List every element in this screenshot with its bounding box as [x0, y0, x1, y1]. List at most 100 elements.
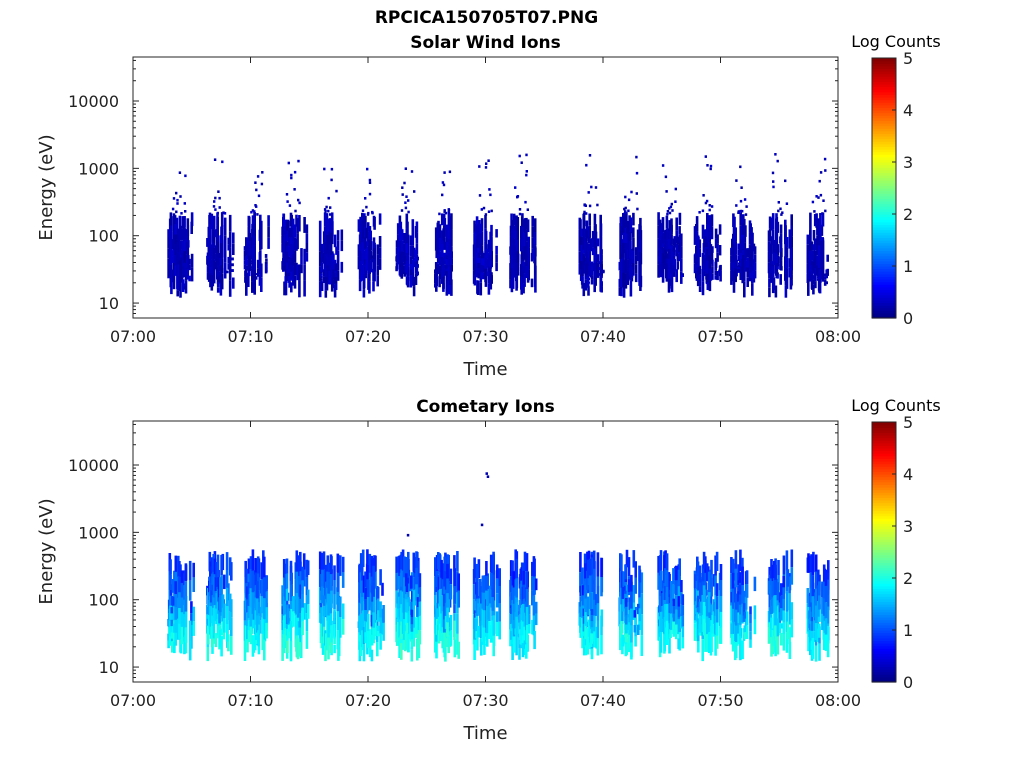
heatmap-cell	[295, 571, 299, 593]
heatmap-cell	[281, 642, 284, 661]
heatmap-cell	[481, 251, 484, 259]
heatmap-cell	[188, 560, 192, 581]
burst-12	[657, 550, 685, 658]
heatmap-cell	[680, 233, 683, 247]
heatmap-cell	[587, 286, 590, 296]
heatmap-cell	[708, 228, 711, 242]
heatmap-cell	[639, 276, 642, 291]
heatmap-cell	[696, 561, 700, 576]
heatmap-cell	[320, 273, 323, 276]
heatmap-cell	[247, 573, 251, 590]
heatmap-cell	[477, 263, 480, 269]
heatmap-cell	[698, 565, 702, 583]
heatmap-cell	[584, 635, 588, 646]
heatmap-cell	[366, 222, 370, 232]
heatmap-cell	[320, 623, 323, 641]
heatmap-cell	[636, 250, 640, 261]
heatmap-cell	[709, 164, 713, 168]
heatmap-cell	[249, 607, 252, 627]
heatmap-cell	[438, 554, 442, 572]
heatmap-cell	[490, 224, 493, 237]
heatmap-cell	[785, 257, 789, 269]
heatmap-cell	[790, 259, 793, 271]
heatmap-cell	[217, 253, 221, 260]
heatmap-cell	[438, 571, 442, 590]
heatmap-cell	[253, 212, 256, 225]
colorbar-step	[872, 617, 896, 621]
heatmap-cell	[719, 564, 723, 580]
heatmap-cell	[359, 553, 363, 570]
heatmap-cell	[742, 615, 746, 622]
heatmap-cell	[634, 636, 637, 647]
heatmap-cell	[172, 623, 176, 633]
heatmap-cell	[228, 231, 232, 248]
colorbar-step	[872, 471, 896, 475]
heatmap-cell	[495, 593, 499, 608]
heatmap-cell	[593, 277, 596, 293]
heatmap-cell	[358, 615, 361, 633]
heatmap-cell	[298, 598, 301, 614]
x-tick-label: 07:10	[227, 327, 273, 346]
heatmap-cell	[405, 252, 409, 261]
x-tick-label: 07:50	[697, 327, 743, 346]
heatmap-cell	[582, 261, 585, 274]
colorbar-step	[872, 463, 896, 467]
heatmap-cell	[403, 598, 406, 620]
colorbar-step	[872, 497, 896, 501]
colorbar-step	[872, 208, 896, 212]
heatmap-cell	[710, 578, 713, 597]
heatmap-cell	[520, 264, 523, 277]
heatmap-cell	[737, 623, 740, 634]
heatmap-cell	[411, 219, 415, 233]
heatmap-cell	[491, 597, 494, 611]
heatmap-cell	[405, 213, 409, 229]
heatmap-cell	[481, 258, 484, 266]
colorbar-step	[872, 164, 896, 168]
heatmap-cell	[212, 589, 215, 608]
heatmap-cell	[407, 210, 410, 214]
heatmap-cell	[619, 630, 622, 651]
heatmap-cell	[680, 246, 683, 259]
heatmap-cell	[676, 261, 680, 270]
colorbar-step	[872, 539, 896, 543]
colorbar-step	[872, 284, 896, 288]
colorbar-tick-label: 4	[903, 101, 913, 120]
colorbar-step	[872, 312, 896, 316]
heatmap-cell	[282, 596, 286, 616]
heatmap-cell	[626, 249, 630, 260]
heatmap-cell	[298, 613, 301, 628]
heatmap-cell	[492, 635, 495, 657]
heatmap-cell	[232, 243, 235, 255]
heatmap-cell	[172, 269, 176, 276]
heatmap-cell	[361, 242, 364, 254]
heatmap-cell	[305, 631, 309, 649]
heatmap-cell	[284, 280, 288, 296]
colorbar-step	[872, 229, 896, 233]
heatmap-cell	[590, 621, 594, 628]
heatmap-cell	[714, 275, 717, 280]
heatmap-cell	[357, 219, 361, 232]
burst-0	[167, 171, 194, 298]
heatmap-cell	[249, 588, 252, 608]
colorbar-step	[872, 237, 896, 241]
heatmap-cell	[676, 253, 680, 262]
heatmap-cell	[483, 643, 486, 655]
heatmap-cell	[403, 233, 406, 244]
heatmap-cell	[518, 648, 521, 660]
heatmap-cell	[770, 236, 773, 245]
heatmap-cell	[443, 632, 446, 648]
heatmap-cell	[488, 188, 491, 191]
heatmap-cell	[814, 623, 818, 641]
heatmap-cell	[441, 595, 445, 612]
heatmap-cell	[479, 243, 483, 254]
heatmap-cell	[485, 162, 488, 165]
heatmap-cell	[738, 264, 741, 267]
heatmap-cell	[209, 606, 213, 621]
heatmap-cell	[407, 633, 410, 653]
heatmap-cell	[248, 248, 251, 256]
heatmap-cell	[372, 581, 375, 597]
heatmap-cell	[665, 570, 669, 588]
heatmap-cell	[336, 270, 340, 281]
heatmap-cell	[520, 238, 523, 252]
